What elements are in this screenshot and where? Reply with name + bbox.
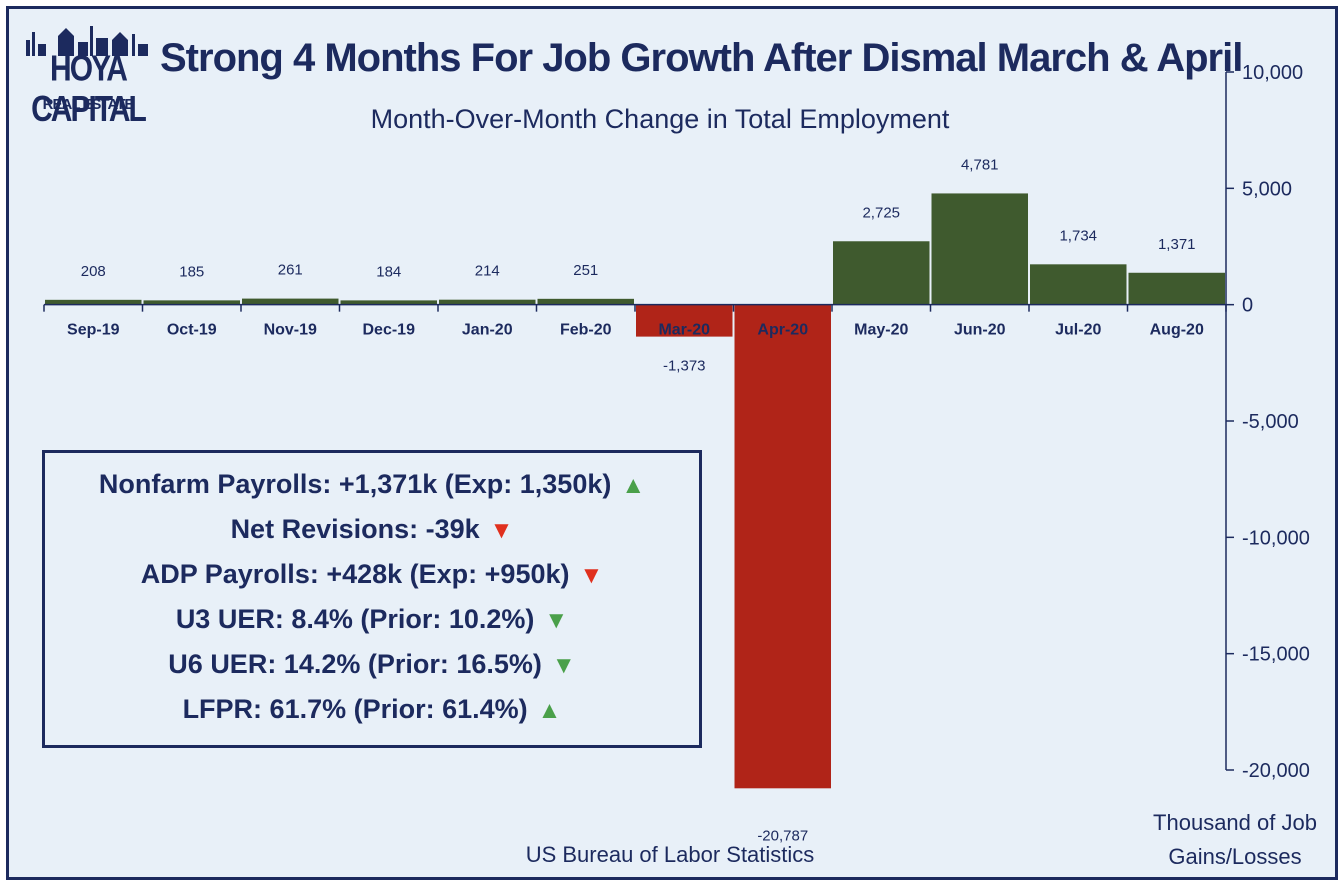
bar-oct-19	[143, 300, 240, 305]
unit-label: Thousand of Job Gains/Losses	[1153, 810, 1317, 869]
bar-sep-19	[45, 299, 142, 305]
stat-text: ADP Payrolls: +428k (Exp: +950k)	[140, 559, 570, 589]
bar-jun-20	[931, 193, 1028, 305]
x-tick-label: Sep-19	[67, 322, 120, 339]
data-label: 1,734	[1059, 227, 1097, 244]
y-tick-label: 10,000	[1242, 62, 1303, 84]
data-label: 2,725	[862, 204, 900, 221]
x-tick-label: Mar-20	[658, 322, 710, 339]
up-arrow-icon: ▲	[621, 472, 646, 499]
stat-line: Net Revisions: -39k ▼	[45, 514, 699, 545]
y-tick-label: -10,000	[1242, 527, 1310, 549]
y-tick-label: -15,000	[1242, 644, 1310, 666]
logo-name: HOYA CAPITAL	[31, 49, 147, 130]
stat-text: U6 UER: 14.2% (Prior: 16.5%)	[168, 649, 542, 679]
bar-feb-20	[537, 298, 634, 305]
data-label: 214	[475, 263, 500, 280]
bar-apr-20	[734, 304, 831, 789]
x-tick-label: Apr-20	[757, 322, 808, 339]
y-tick-label: -20,000	[1242, 760, 1310, 782]
y-tick-label: 5,000	[1242, 178, 1292, 200]
data-label: 185	[179, 263, 204, 280]
x-tick-label: Aug-20	[1150, 322, 1204, 339]
stat-line: Nonfarm Payrolls: +1,371k (Exp: 1,350k) ▲	[45, 469, 699, 500]
stats-box: Nonfarm Payrolls: +1,371k (Exp: 1,350k) ▲…	[42, 450, 702, 748]
data-label: 251	[573, 262, 598, 279]
bar-aug-20	[1128, 272, 1225, 305]
x-tick-label: Feb-20	[560, 322, 612, 339]
stat-line: U6 UER: 14.2% (Prior: 16.5%) ▼	[45, 649, 699, 680]
x-tick-label: Oct-19	[167, 322, 217, 339]
bar-jul-20	[1030, 264, 1127, 305]
stat-line: ADP Payrolls: +428k (Exp: +950k) ▼	[45, 559, 699, 590]
stat-text: Net Revisions: -39k	[230, 514, 480, 544]
stat-line: LFPR: 61.7% (Prior: 61.4%) ▲	[45, 694, 699, 725]
hoya-capital-logo: HOYA CAPITAL REAL ESTATE	[18, 18, 158, 130]
down-arrow-icon: ▼	[579, 562, 604, 589]
down-arrow-icon: ▼	[544, 607, 569, 634]
y-tick-label: -5,000	[1242, 411, 1299, 433]
source-note: US Bureau of Labor Statistics	[525, 842, 815, 867]
x-tick-label: Jul-20	[1055, 322, 1101, 339]
bar-dec-19	[340, 300, 437, 305]
bar-jan-20	[439, 299, 536, 305]
x-tick-label: Dec-19	[363, 322, 416, 339]
chart-subtitle: Month-Over-Month Change in Total Employm…	[370, 104, 950, 134]
up-arrow-icon: ▲	[537, 697, 562, 724]
down-arrow-icon: ▼	[489, 517, 514, 544]
stat-text: U3 UER: 8.4% (Prior: 10.2%)	[175, 604, 535, 634]
bar-nov-19	[242, 298, 339, 305]
logo-subtitle: REAL ESTATE	[42, 96, 135, 113]
chart-title: Strong 4 Months For Job Growth After Dis…	[160, 36, 1243, 80]
data-label: -20,787	[757, 827, 808, 844]
data-label: 261	[278, 262, 303, 279]
skyline-icon	[26, 26, 148, 56]
bar-may-20	[833, 241, 930, 305]
x-tick-label: May-20	[854, 322, 908, 339]
down-arrow-icon: ▼	[551, 652, 576, 679]
data-label: 1,371	[1158, 236, 1196, 253]
stat-line: U3 UER: 8.4% (Prior: 10.2%) ▼	[45, 604, 699, 635]
x-tick-label: Nov-19	[264, 322, 317, 339]
data-label: 184	[376, 263, 401, 280]
stat-text: LFPR: 61.7% (Prior: 61.4%)	[182, 694, 528, 724]
data-label: 208	[81, 263, 106, 280]
y-tick-label: 0	[1242, 295, 1253, 317]
bar-mar-20	[636, 304, 733, 337]
data-label: -1,373	[663, 358, 706, 375]
data-label: 4,781	[961, 156, 999, 173]
x-tick-label: Jan-20	[462, 322, 513, 339]
stat-text: Nonfarm Payrolls: +1,371k (Exp: 1,350k)	[98, 469, 612, 499]
x-tick-label: Jun-20	[954, 322, 1006, 339]
